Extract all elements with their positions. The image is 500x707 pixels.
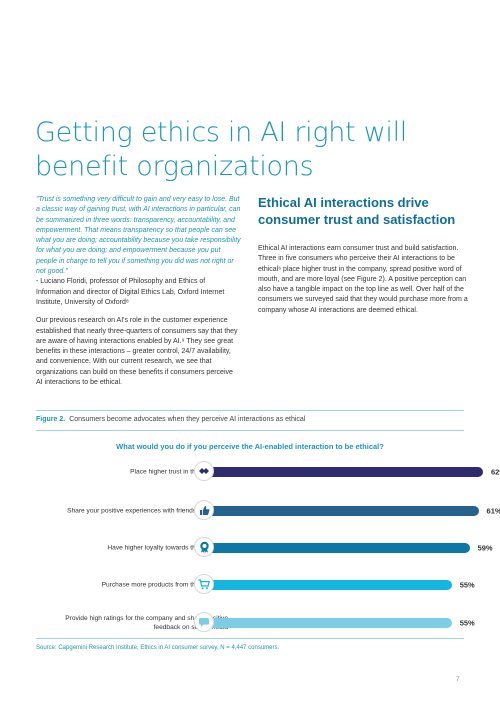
- figure-caption-rule: [36, 430, 464, 431]
- chart-row: Purchase more products from the company 5…: [36, 573, 475, 597]
- bar: [206, 543, 470, 553]
- body-paragraph: Ethical AI interactions earn consumer tr…: [258, 245, 468, 314]
- bar: [206, 580, 452, 590]
- bar: [206, 506, 479, 516]
- figure-caption-text: Consumers become advocates when they per…: [69, 416, 306, 423]
- figure-top-rule: [36, 410, 464, 411]
- figure-bottom-rule: [36, 638, 464, 639]
- handshake-icon: [194, 461, 214, 481]
- figure-caption: Figure 2. Consumers become advocates when…: [36, 416, 305, 423]
- chart-row: Share your positive experiences with fri…: [36, 499, 500, 523]
- rosette-badge-icon: [194, 537, 214, 557]
- bar: [206, 467, 483, 477]
- figure-label: Figure 2.: [36, 416, 66, 423]
- speech-bubble-icon: [194, 612, 214, 632]
- category-label: Place higher trust in the company: [130, 468, 228, 476]
- chart-title: What would you do if you perceive the AI…: [116, 442, 384, 451]
- category-label: Purchase more products from the company: [101, 581, 228, 589]
- thumbs-up-icon: [194, 500, 214, 520]
- shopping-cart-icon: [194, 574, 214, 594]
- bar: [206, 618, 452, 628]
- figure-source: Source: Capgemini Research Institute, Et…: [36, 645, 280, 651]
- chart-row: Provide high ratings for the company and…: [36, 611, 475, 635]
- value-label: 55%: [459, 618, 475, 628]
- quote-attribution: - Luciano Floridi, professor of Philosop…: [36, 278, 225, 306]
- value-label: 59%: [477, 543, 493, 553]
- right-column: Ethical AI interactions drive consumer t…: [258, 195, 468, 316]
- pull-quote: "Trust is something very difficult to ga…: [36, 196, 241, 276]
- value-label: 62%: [491, 467, 500, 477]
- body-paragraph: Our previous research on AI's role in th…: [36, 317, 238, 387]
- value-label: 55%: [459, 580, 475, 590]
- value-label: 61%: [486, 506, 500, 516]
- page-number: 7: [456, 676, 460, 683]
- category-label: Provide high ratings for the company and…: [65, 615, 228, 631]
- left-column: "Trust is something very difficult to ga…: [36, 195, 241, 388]
- chart-row: Place higher trust in the company 62%: [36, 460, 500, 484]
- category-label: Have higher loyalty towards the company: [107, 544, 228, 552]
- chart-row: Have higher loyalty towards the company 5…: [36, 536, 493, 560]
- section-heading: Ethical AI interactions drive consumer t…: [258, 195, 456, 227]
- page-title: Getting ethics in AI right will benefit …: [35, 117, 407, 182]
- category-label: Share your positive experiences with fri…: [67, 507, 228, 515]
